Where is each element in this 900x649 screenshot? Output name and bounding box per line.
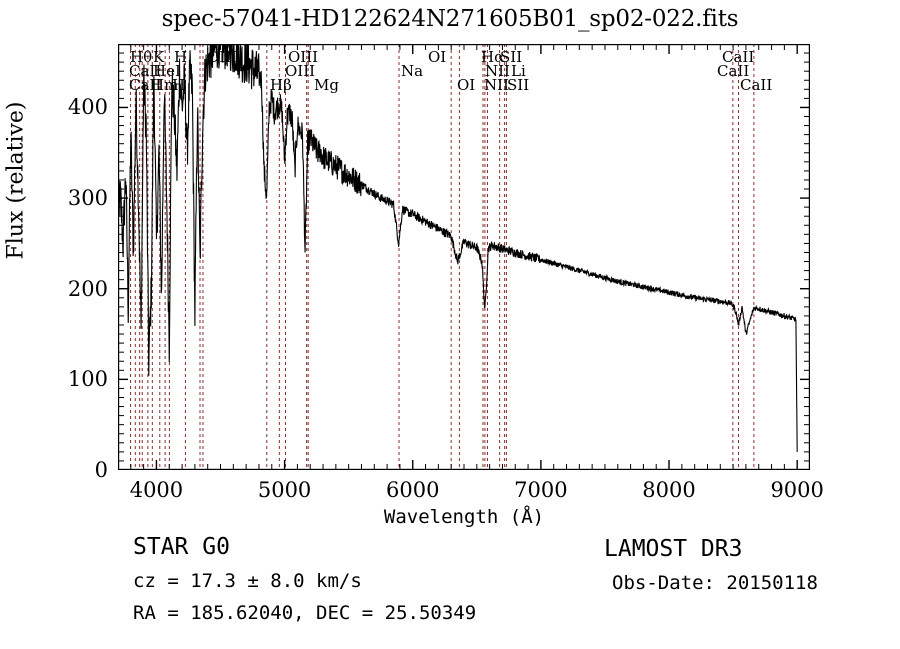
axis-frame: [118, 44, 810, 470]
x-tick-label: 6000: [386, 478, 440, 502]
spectral-line-label: OIII: [207, 48, 238, 66]
spectral-line-label: K: [153, 48, 165, 66]
chart-plot-area: [118, 44, 810, 470]
meta-coordinates: RA = 185.62040, DEC = 25.50349: [133, 602, 477, 624]
spectral-line-label: Hθ: [130, 48, 153, 66]
spectral-line-label: CaII: [740, 76, 773, 94]
meta-redshift-velocity: cz = 17.3 ± 8.0 km/s: [133, 570, 362, 592]
spectral-line-label: H: [172, 76, 186, 94]
x-tick-label: 5000: [257, 478, 312, 502]
y-tick-label: 300: [67, 186, 108, 211]
spectrum-chart-svg: [118, 44, 810, 470]
page-title: spec-57041-HD122624N271605B01_sp02-022.f…: [161, 6, 739, 32]
spectral-line-label: CaII: [129, 62, 162, 80]
y-tick-label: 0: [94, 458, 108, 482]
spectral-line-label: NII: [485, 62, 510, 80]
x-tick-label: 9000: [770, 478, 824, 502]
spectral-line-label: NII: [484, 76, 509, 94]
spectrum-trace: [118, 44, 798, 452]
spectral-line-label: OI: [428, 48, 447, 66]
meta-observation-date: Obs-Date: 20150118: [612, 572, 818, 594]
spectral-line-label: Hβ: [270, 76, 292, 94]
spectral-line-label: Mg: [314, 76, 339, 94]
x-axis-title: Wavelength (Å): [383, 506, 545, 528]
spectral-line-label: HeI: [153, 62, 181, 80]
spectral-line-label: Li: [511, 62, 526, 80]
spectral-line-label: SII: [500, 48, 523, 66]
y-tick-label: 200: [67, 276, 108, 301]
spectral-line-label: CaII: [722, 48, 755, 66]
meta-survey-name: LAMOST DR3: [604, 536, 743, 562]
marker-lines-group: [130, 44, 755, 470]
spectral-line-label: OI: [457, 76, 476, 94]
spectral-line-label: Hm: [151, 76, 179, 94]
spectral-line-label: OIII: [288, 48, 319, 66]
spectral-line-label: Hα: [481, 48, 505, 66]
spectral-line-label: CaII: [129, 76, 162, 94]
x-tick-label: 4000: [129, 478, 184, 502]
y-axis-title: Flux (relative): [3, 101, 29, 260]
y-tick-label: 100: [67, 367, 108, 392]
x-tick-label: 7000: [514, 478, 568, 502]
spectral-line-label: OIII: [285, 62, 316, 80]
y-tick-label: 400: [67, 95, 108, 120]
spectral-line-label: H: [174, 48, 188, 66]
spectral-line-label: SII: [507, 76, 530, 94]
spectral-line-label: CaII: [717, 62, 750, 80]
x-tick-label: 8000: [642, 478, 696, 502]
spectral-line-label: Na: [401, 62, 424, 80]
meta-object-type: STAR G0: [133, 534, 230, 560]
